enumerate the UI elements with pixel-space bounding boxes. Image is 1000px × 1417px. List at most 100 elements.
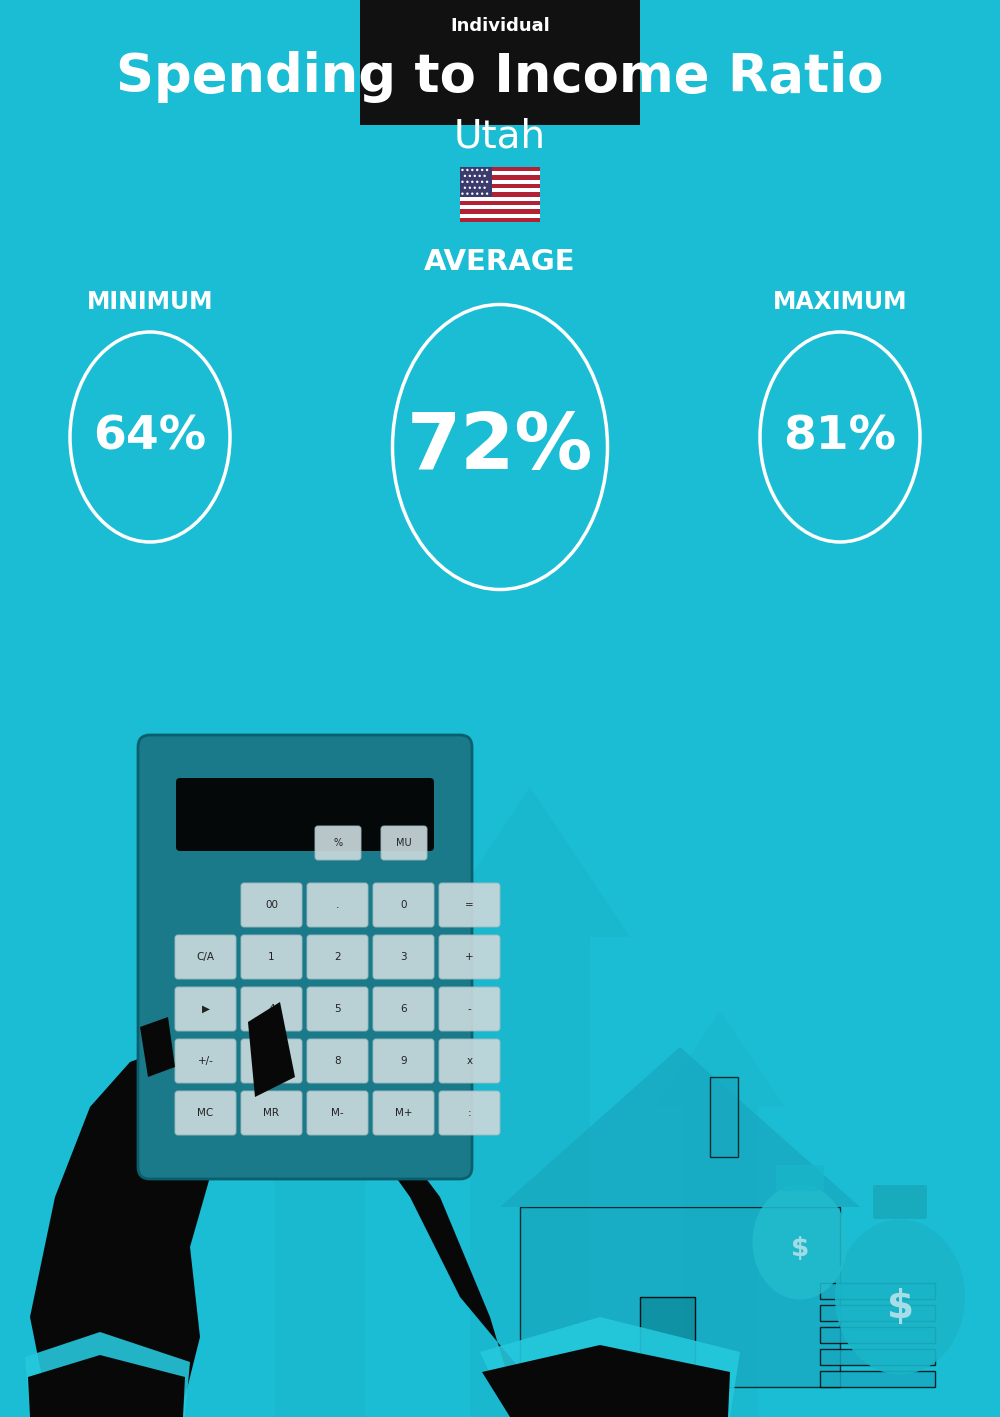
FancyBboxPatch shape <box>776 1165 824 1192</box>
FancyBboxPatch shape <box>176 778 434 852</box>
Polygon shape <box>655 1012 785 1107</box>
Text: M-: M- <box>331 1108 344 1118</box>
Circle shape <box>469 187 471 188</box>
FancyBboxPatch shape <box>307 1039 368 1083</box>
Circle shape <box>466 169 469 171</box>
FancyBboxPatch shape <box>460 184 540 188</box>
Text: Spending to Income Ratio: Spending to Income Ratio <box>116 51 884 103</box>
FancyBboxPatch shape <box>460 167 492 197</box>
FancyBboxPatch shape <box>373 935 434 979</box>
FancyBboxPatch shape <box>241 935 302 979</box>
FancyBboxPatch shape <box>307 988 368 1032</box>
Text: $: $ <box>791 1236 809 1263</box>
Circle shape <box>478 187 481 188</box>
Text: 2: 2 <box>334 952 341 962</box>
Text: 00: 00 <box>265 900 278 910</box>
Polygon shape <box>480 1316 740 1417</box>
Text: C/A: C/A <box>196 952 214 962</box>
Circle shape <box>481 169 483 171</box>
FancyBboxPatch shape <box>241 1091 302 1135</box>
FancyBboxPatch shape <box>820 1305 935 1321</box>
Text: MU: MU <box>396 837 412 847</box>
FancyBboxPatch shape <box>175 988 236 1032</box>
Circle shape <box>478 174 481 177</box>
Text: 8: 8 <box>334 1056 341 1066</box>
Circle shape <box>461 169 464 171</box>
FancyBboxPatch shape <box>439 883 500 927</box>
Polygon shape <box>250 1037 560 1417</box>
Text: AVERAGE: AVERAGE <box>424 248 576 276</box>
Text: 3: 3 <box>400 952 407 962</box>
Text: 7: 7 <box>268 1056 275 1066</box>
Circle shape <box>471 193 474 196</box>
FancyBboxPatch shape <box>460 167 540 222</box>
Polygon shape <box>28 1355 185 1417</box>
Text: Utah: Utah <box>454 118 546 156</box>
FancyBboxPatch shape <box>820 1326 935 1343</box>
Circle shape <box>481 180 483 183</box>
Polygon shape <box>500 1047 860 1207</box>
FancyBboxPatch shape <box>307 883 368 927</box>
FancyBboxPatch shape <box>873 1185 927 1219</box>
Text: M+: M+ <box>395 1108 412 1118</box>
Circle shape <box>471 169 474 171</box>
Polygon shape <box>30 1047 230 1417</box>
FancyBboxPatch shape <box>439 1039 500 1083</box>
Polygon shape <box>682 1107 758 1417</box>
Text: +: + <box>465 952 474 962</box>
Polygon shape <box>248 1002 295 1097</box>
Text: :: : <box>468 1108 471 1118</box>
Circle shape <box>486 180 488 183</box>
FancyBboxPatch shape <box>307 1091 368 1135</box>
Text: .: . <box>336 900 339 910</box>
Circle shape <box>466 180 469 183</box>
FancyBboxPatch shape <box>439 988 500 1032</box>
FancyBboxPatch shape <box>820 1282 935 1299</box>
Circle shape <box>476 180 478 183</box>
Text: MC: MC <box>197 1108 214 1118</box>
Circle shape <box>474 174 476 177</box>
Circle shape <box>461 193 464 196</box>
FancyBboxPatch shape <box>307 935 368 979</box>
Circle shape <box>476 193 478 196</box>
Circle shape <box>461 180 464 183</box>
Text: +/-: +/- <box>198 1056 213 1066</box>
FancyBboxPatch shape <box>820 1372 935 1387</box>
FancyBboxPatch shape <box>241 1039 302 1083</box>
Text: -: - <box>468 1005 471 1015</box>
Polygon shape <box>430 786 630 937</box>
FancyBboxPatch shape <box>640 1297 695 1387</box>
FancyBboxPatch shape <box>439 1091 500 1135</box>
Circle shape <box>464 174 466 177</box>
FancyBboxPatch shape <box>138 735 472 1179</box>
FancyBboxPatch shape <box>460 210 540 214</box>
FancyBboxPatch shape <box>710 1077 738 1158</box>
Text: 4: 4 <box>268 1005 275 1015</box>
FancyBboxPatch shape <box>460 201 540 205</box>
Circle shape <box>481 193 483 196</box>
Circle shape <box>476 169 478 171</box>
Text: 81%: 81% <box>784 415 896 459</box>
FancyBboxPatch shape <box>373 988 434 1032</box>
Circle shape <box>466 193 469 196</box>
Polygon shape <box>25 1332 190 1417</box>
Polygon shape <box>482 1345 730 1417</box>
FancyBboxPatch shape <box>820 1349 935 1365</box>
FancyBboxPatch shape <box>373 1039 434 1083</box>
FancyBboxPatch shape <box>175 1039 236 1083</box>
FancyBboxPatch shape <box>460 167 540 171</box>
Polygon shape <box>470 937 590 1417</box>
Circle shape <box>483 187 486 188</box>
Polygon shape <box>242 937 398 1047</box>
Ellipse shape <box>753 1185 848 1299</box>
Text: MAXIMUM: MAXIMUM <box>773 290 907 315</box>
FancyBboxPatch shape <box>315 826 361 860</box>
FancyBboxPatch shape <box>460 193 540 197</box>
Circle shape <box>469 174 471 177</box>
Ellipse shape <box>835 1220 965 1374</box>
Text: 0: 0 <box>400 900 407 910</box>
Circle shape <box>483 174 486 177</box>
Text: MINIMUM: MINIMUM <box>87 290 213 315</box>
Circle shape <box>474 187 476 188</box>
Circle shape <box>486 193 488 196</box>
